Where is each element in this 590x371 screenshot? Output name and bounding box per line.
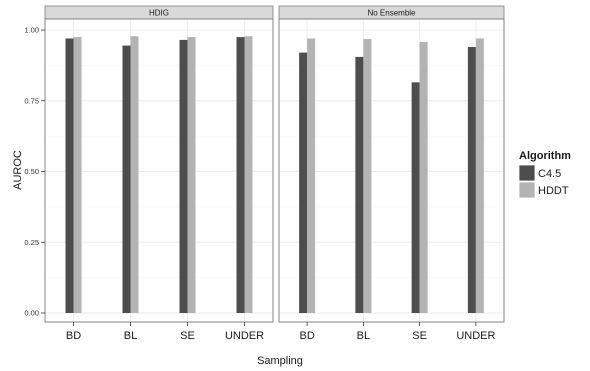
- bar-c45-bd: [65, 38, 74, 314]
- facet-panel-no-ensemble: No Ensemble BD BL SE UNDER: [278, 5, 505, 342]
- x-tick-label: SE: [180, 330, 195, 342]
- x-tick-label: SE: [412, 330, 427, 342]
- bar-hddt-se: [187, 37, 196, 313]
- panel-border: [44, 18, 274, 323]
- x-tick-label: BD: [299, 330, 314, 342]
- x-tick-label: BL: [357, 330, 370, 342]
- panel-background: [278, 18, 505, 323]
- bar-hddt-bl: [130, 36, 139, 313]
- panel-border: [278, 18, 505, 323]
- bar-hddt-bl: [363, 39, 372, 313]
- y-tick-label: 0.25: [24, 238, 39, 247]
- y-tick-label: 0.75: [24, 96, 39, 105]
- legend-key-hddt: [518, 181, 536, 199]
- bar-c45-under: [467, 46, 476, 313]
- bar-hddt-bd: [73, 37, 82, 313]
- legend-label: C4.5: [538, 168, 561, 180]
- y-tick-label: 0.00: [24, 309, 39, 318]
- facet-panel-hdig: HDIG BD BL SE UNDER: [44, 5, 274, 342]
- bar-c45-bd: [299, 52, 308, 313]
- bar-c45-se: [179, 39, 188, 313]
- legend-key-c45: [518, 164, 536, 182]
- bar-c45-se: [411, 82, 420, 313]
- legend-title: Algorithm: [519, 150, 571, 162]
- bar-hddt-under: [244, 36, 253, 313]
- x-tick-label: UNDER: [225, 330, 264, 342]
- x-tick-label: BL: [124, 330, 137, 342]
- bar-hddt-se: [419, 41, 428, 314]
- y-tick-label: 1.00: [24, 26, 39, 35]
- y-tick-label: 0.50: [24, 167, 39, 176]
- legend: Algorithm C4.5 HDDT: [518, 150, 571, 199]
- facet-strip-label: HDIG: [149, 9, 169, 18]
- panel-background: [44, 18, 274, 323]
- bar-hddt-under: [475, 38, 484, 314]
- bar-c45-bl: [122, 45, 131, 313]
- bar-c45-under: [236, 37, 245, 313]
- chart-panels: HDIG BD BL SE UNDER No Ensemble BD BL SE UNDER 0.0…: [24, 5, 505, 342]
- x-tick-label: BD: [66, 330, 81, 342]
- bar-c45-bl: [355, 56, 364, 313]
- x-tick-label: UNDER: [456, 330, 495, 342]
- legend-label: HDDT: [538, 185, 569, 197]
- facet-strip-label: No Ensemble: [367, 9, 416, 18]
- y-axis-title: AUROC: [12, 150, 24, 190]
- bar-hddt-bd: [307, 38, 316, 314]
- x-axis-title: Sampling: [257, 355, 303, 367]
